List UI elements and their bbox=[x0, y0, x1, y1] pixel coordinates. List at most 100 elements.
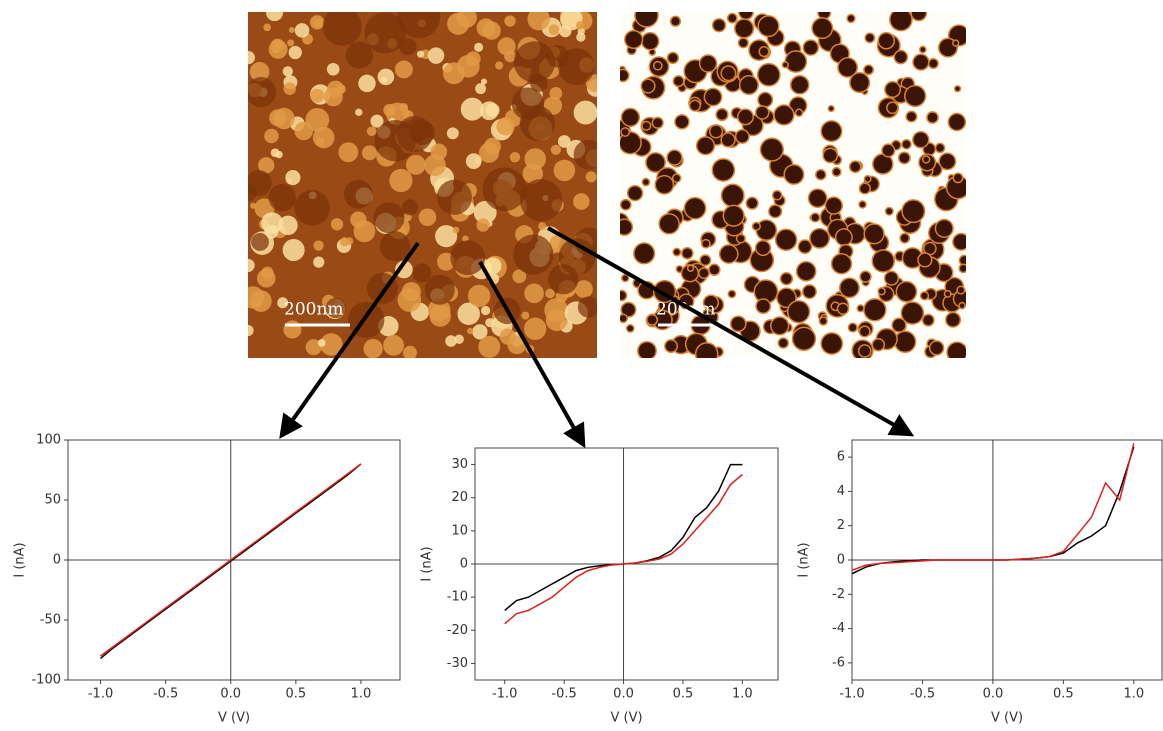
grain bbox=[905, 86, 925, 106]
grain bbox=[955, 86, 960, 91]
grain bbox=[523, 317, 547, 340]
pit bbox=[268, 183, 296, 212]
pit bbox=[251, 232, 269, 251]
grain bbox=[913, 54, 929, 70]
y-tick-label: 4 bbox=[837, 484, 845, 499]
grain bbox=[900, 234, 909, 243]
grain bbox=[625, 31, 642, 48]
grain bbox=[496, 117, 515, 136]
grain bbox=[918, 253, 931, 267]
grain bbox=[924, 243, 936, 254]
grain bbox=[659, 214, 679, 234]
grain bbox=[722, 185, 744, 206]
grain bbox=[864, 299, 886, 321]
grain bbox=[642, 122, 650, 130]
grain bbox=[930, 341, 943, 355]
grain bbox=[638, 342, 656, 358]
y-tick-label: -6 bbox=[832, 655, 845, 670]
grain bbox=[755, 280, 777, 303]
grain bbox=[370, 114, 384, 128]
grain bbox=[803, 285, 816, 298]
grain bbox=[860, 183, 870, 194]
scale-label: 200nm bbox=[284, 300, 344, 320]
grain bbox=[269, 109, 287, 127]
y-axis-label: I (nA) bbox=[13, 542, 28, 577]
grain bbox=[248, 258, 255, 273]
grain bbox=[906, 112, 916, 122]
grain bbox=[622, 109, 639, 126]
grain bbox=[833, 168, 841, 176]
grain bbox=[282, 66, 293, 77]
grain bbox=[402, 345, 417, 358]
grain bbox=[923, 156, 929, 163]
grain bbox=[753, 223, 760, 230]
grain bbox=[885, 272, 898, 285]
grain bbox=[504, 15, 516, 27]
grain bbox=[724, 206, 744, 226]
grain bbox=[620, 132, 641, 154]
grain bbox=[911, 12, 926, 20]
grain bbox=[653, 118, 663, 128]
grain bbox=[278, 215, 298, 236]
grain bbox=[524, 283, 544, 304]
pit bbox=[424, 274, 455, 305]
grain bbox=[355, 108, 363, 116]
grain bbox=[947, 342, 966, 358]
grain bbox=[704, 296, 718, 310]
iv-curve bbox=[100, 463, 362, 657]
grain bbox=[721, 66, 735, 80]
grain bbox=[799, 240, 811, 253]
grain bbox=[949, 114, 965, 130]
grain bbox=[485, 103, 500, 118]
grain bbox=[899, 152, 910, 163]
grain bbox=[696, 343, 718, 358]
pit bbox=[511, 87, 544, 120]
grain bbox=[667, 150, 682, 165]
grain bbox=[797, 262, 815, 281]
grain bbox=[497, 37, 516, 56]
grain bbox=[779, 338, 788, 348]
y-tick-label: 10 bbox=[451, 523, 468, 538]
grain bbox=[476, 18, 496, 38]
grain bbox=[545, 288, 555, 299]
grain bbox=[294, 23, 310, 38]
grain bbox=[263, 23, 272, 32]
y-tick-label: 6 bbox=[837, 450, 845, 465]
x-tick-label: -0.5 bbox=[153, 687, 178, 702]
grain bbox=[788, 301, 809, 322]
grain bbox=[860, 272, 871, 282]
grain bbox=[673, 174, 680, 182]
grain bbox=[418, 208, 437, 227]
x-tick-label: 0.0 bbox=[220, 687, 241, 702]
grain bbox=[756, 299, 770, 313]
grain bbox=[620, 219, 632, 235]
pit bbox=[513, 41, 556, 83]
arrow bbox=[547, 226, 915, 437]
grain bbox=[261, 212, 283, 234]
grain bbox=[249, 61, 270, 82]
grain bbox=[405, 154, 426, 175]
grain bbox=[649, 49, 655, 55]
y-tick-label: -20 bbox=[447, 623, 468, 638]
grain bbox=[959, 303, 965, 308]
grain bbox=[576, 32, 586, 42]
grain bbox=[622, 275, 628, 281]
grain bbox=[647, 315, 657, 325]
grain bbox=[836, 229, 852, 245]
grain bbox=[261, 266, 274, 280]
grain bbox=[793, 328, 815, 350]
grain bbox=[353, 220, 376, 243]
grain bbox=[897, 282, 916, 302]
grain bbox=[621, 128, 629, 136]
grain bbox=[548, 24, 560, 36]
y-tick-label: 20 bbox=[451, 490, 468, 505]
grain bbox=[771, 317, 788, 334]
grain bbox=[712, 159, 734, 181]
grain bbox=[816, 170, 825, 179]
grain bbox=[627, 325, 634, 332]
grain bbox=[305, 339, 322, 356]
grain bbox=[878, 288, 885, 294]
x-tick-label: -1.0 bbox=[839, 687, 864, 702]
grain bbox=[275, 150, 283, 159]
grain bbox=[646, 153, 665, 172]
